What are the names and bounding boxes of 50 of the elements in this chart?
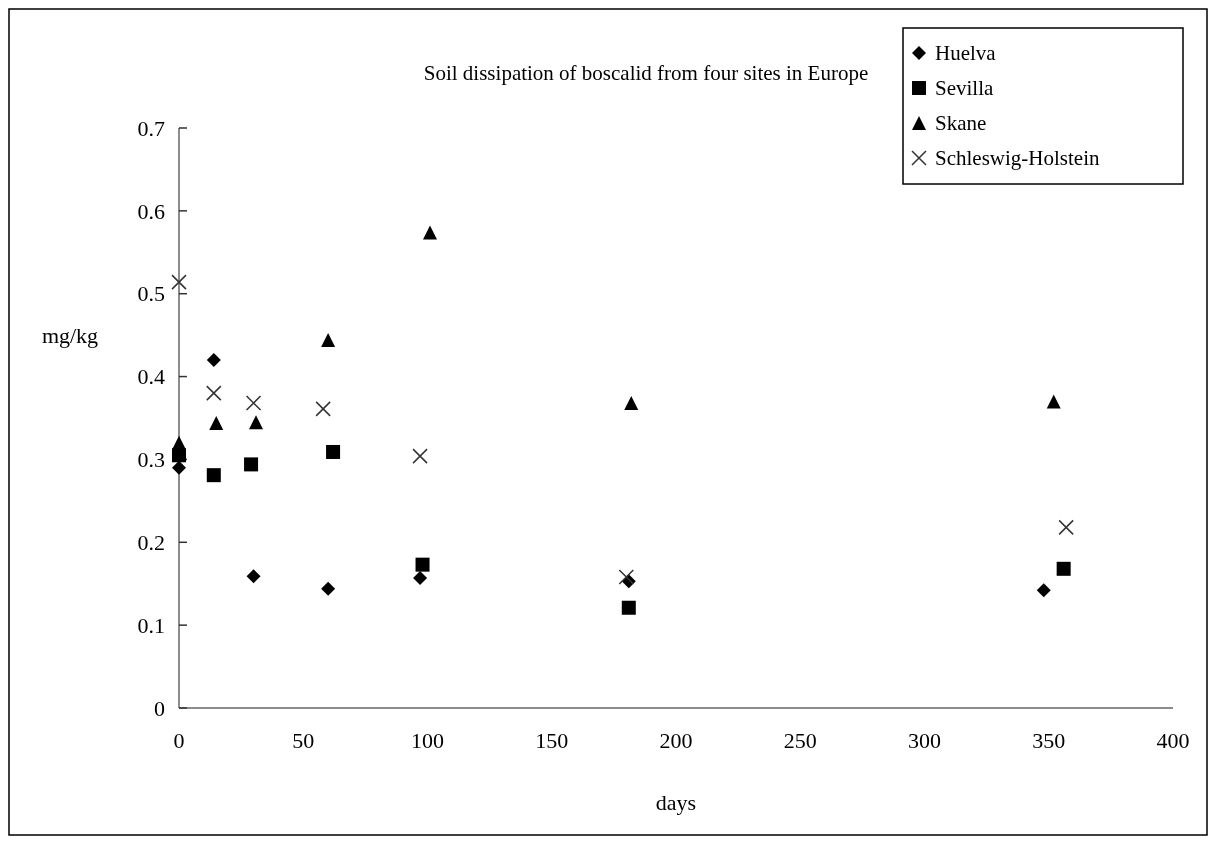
point [209,415,224,430]
point [245,395,262,411]
x-tick-label: 400 [1156,728,1190,753]
point [172,460,186,475]
point [206,468,221,483]
point [246,569,261,584]
point [326,444,341,459]
x-axis-title: days [655,790,697,815]
point [412,448,428,464]
point [244,457,259,472]
legend-label: Huelva [935,41,997,66]
point [206,353,221,367]
point [621,600,636,615]
y-tick-label: 0.5 [137,281,165,307]
point [1046,394,1061,409]
x-tick-label: 300 [908,728,941,753]
chart-title: Soil dissipation of boscalid from four sites in Europe [423,61,869,85]
x-tick-label: 50 [292,728,315,753]
legend-label: Sevilla [935,76,994,101]
y-axis-title: mg/kg [41,322,99,348]
y-tick-label: 0.2 [137,529,165,555]
point [249,415,264,430]
x-tick-label: 0 [173,728,185,753]
point [1036,583,1051,598]
point [315,401,331,417]
x-tick-label: 100 [411,728,444,753]
legend-label: Skane [935,111,987,136]
point [413,570,428,585]
y-tick-label: 0.3 [137,447,165,473]
point [321,581,336,596]
x-tick-label: 150 [535,728,569,753]
legend-label: Schleswig-Holstein [935,146,1100,171]
point [624,396,639,411]
y-tick-label: 0.7 [137,115,165,141]
point [171,274,187,290]
point [206,385,222,401]
point [618,569,635,585]
point [172,435,186,450]
point [321,333,336,348]
y-tick-label: 0 [154,695,165,721]
point [415,557,430,572]
point [1058,519,1074,536]
x-tick-label: 350 [1032,728,1066,753]
y-tick-label: 0.1 [137,612,165,638]
x-tick-label: 200 [659,728,693,753]
point [1056,561,1071,576]
x-tick-label: 250 [783,728,817,753]
y-tick-label: 0.6 [137,198,165,224]
y-tick-label: 0.4 [137,364,165,390]
point [422,225,437,240]
